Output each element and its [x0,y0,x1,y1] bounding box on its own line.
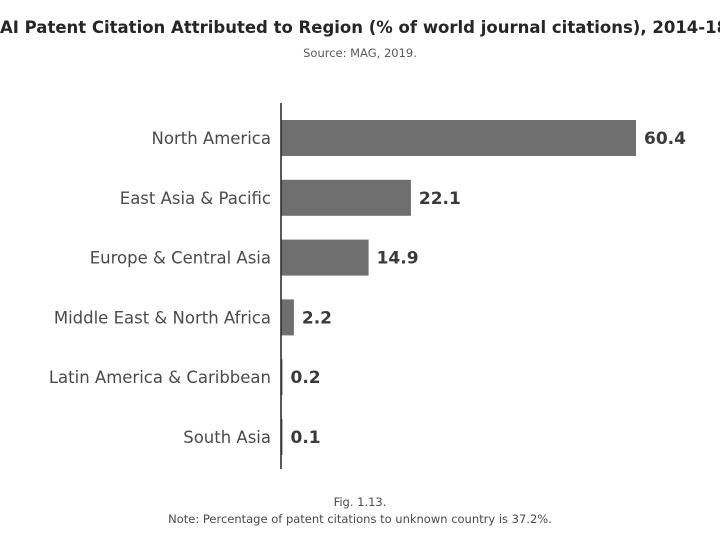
value-label: 22.1 [419,189,461,209]
figure-note: Note: Percentage of patent citations to … [168,512,552,526]
category-label: Latin America & Caribbean [49,368,271,387]
bar-middle-east-north-africa [281,299,294,336]
figure-number: Fig. 1.13. [333,495,387,509]
category-label: South Asia [183,428,271,447]
value-label: 14.9 [377,249,419,269]
category-label: North America [152,129,271,148]
value-label: 0.2 [291,368,321,388]
chart-title: AI Patent Citation Attributed to Region … [0,18,720,37]
value-label: 60.4 [644,129,686,149]
category-label: East Asia & Pacific [120,189,271,208]
bar-east-asia-pacific [281,179,411,216]
bar-europe-central-asia [281,239,369,276]
chart-source: Source: MAG, 2019. [303,46,417,60]
value-label: 0.1 [291,428,321,448]
bar-north-america [281,120,636,156]
category-label: Middle East & North Africa [54,308,271,327]
bars-group: North America 60.4 East Asia & Pacific 22.1… [49,120,686,455]
category-label: Europe & Central Asia [90,249,271,268]
value-label: 2.2 [302,308,332,328]
